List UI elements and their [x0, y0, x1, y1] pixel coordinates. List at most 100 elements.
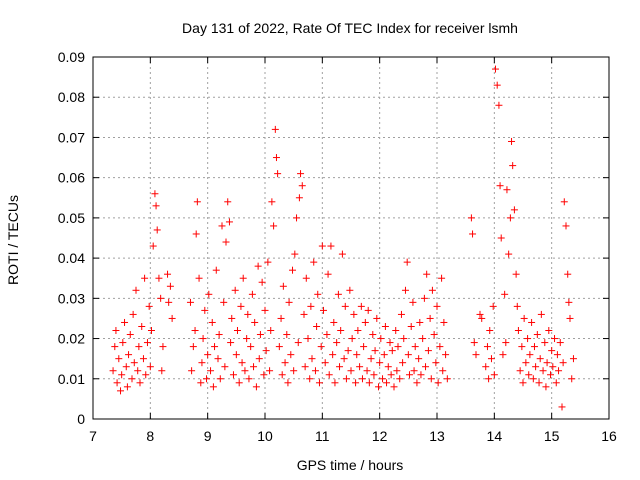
data-point: [340, 355, 348, 363]
data-point: [501, 290, 509, 298]
data-point: [491, 65, 499, 73]
data-point: [250, 363, 258, 371]
data-point: [377, 335, 385, 343]
data-point: [502, 339, 510, 347]
data-point: [168, 314, 176, 322]
data-point: [373, 314, 381, 322]
data-point: [350, 310, 358, 318]
data-point: [476, 310, 484, 318]
x-axis-label: GPS time / hours: [297, 457, 404, 473]
data-point: [327, 242, 335, 250]
data-point: [388, 347, 396, 355]
data-point: [193, 198, 201, 206]
data-point: [331, 379, 339, 387]
data-point: [375, 383, 383, 391]
data-point: [139, 355, 147, 363]
data-point: [271, 125, 279, 133]
data-point: [285, 298, 293, 306]
data-point: [526, 351, 534, 359]
data-point: [321, 359, 329, 367]
data-point: [203, 375, 211, 383]
data-point: [317, 343, 325, 351]
data-point: [252, 383, 260, 391]
data-point: [411, 343, 419, 351]
data-point: [205, 290, 213, 298]
data-point: [536, 355, 544, 363]
data-point: [548, 347, 556, 355]
data-point: [302, 274, 310, 282]
data-point: [353, 351, 361, 359]
data-point: [559, 359, 567, 367]
data-point: [342, 375, 350, 383]
data-point: [415, 355, 423, 363]
data-point: [436, 343, 444, 351]
data-point: [357, 302, 365, 310]
data-point: [284, 379, 292, 387]
data-point: [304, 335, 312, 343]
data-point: [400, 335, 408, 343]
data-point: [537, 310, 545, 318]
data-point: [152, 202, 160, 210]
data-point: [143, 339, 151, 347]
data-point: [155, 274, 163, 282]
data-point: [533, 331, 541, 339]
data-point: [560, 198, 568, 206]
data-point: [568, 375, 576, 383]
data-point: [207, 367, 215, 375]
data-point: [565, 298, 573, 306]
data-point: [267, 327, 275, 335]
data-point: [134, 367, 142, 375]
data-point: [198, 359, 206, 367]
data-point: [338, 250, 346, 258]
data-point: [266, 367, 274, 375]
data-point: [516, 367, 524, 375]
data-point: [361, 318, 369, 326]
data-point: [352, 379, 360, 387]
data-point: [478, 314, 486, 322]
data-point: [222, 238, 230, 246]
data-point: [417, 371, 425, 379]
data-point: [380, 351, 388, 359]
data-point: [216, 375, 224, 383]
data-point: [443, 375, 451, 383]
data-point: [233, 327, 241, 335]
x-tick-label: 16: [601, 428, 617, 444]
data-point: [528, 318, 536, 326]
data-point: [295, 194, 303, 202]
x-tick-label: 14: [487, 428, 503, 444]
data-point: [514, 327, 522, 335]
y-tick-label: 0.09: [58, 49, 85, 65]
data-point: [231, 286, 239, 294]
x-tick-label: 11: [315, 428, 330, 444]
data-point: [522, 359, 530, 367]
data-point: [467, 214, 475, 222]
data-point: [109, 367, 117, 375]
data-point: [308, 355, 316, 363]
data-point: [524, 335, 532, 343]
x-tick-label: 12: [372, 428, 388, 444]
data-point: [224, 198, 232, 206]
data-point: [153, 226, 161, 234]
data-point: [496, 182, 504, 190]
data-point: [394, 343, 402, 351]
data-point: [300, 310, 308, 318]
data-point: [341, 302, 349, 310]
data-point: [556, 339, 564, 347]
data-point: [256, 331, 264, 339]
data-point: [438, 274, 446, 282]
data-point: [245, 375, 253, 383]
data-point: [237, 302, 245, 310]
data-point: [235, 379, 243, 387]
data-point: [525, 371, 533, 379]
data-point: [442, 351, 450, 359]
data-point: [469, 230, 477, 238]
y-tick-label: 0.03: [58, 290, 85, 306]
data-point: [164, 270, 172, 278]
data-point: [319, 306, 327, 314]
data-point: [314, 290, 322, 298]
data-point: [363, 367, 371, 375]
data-point: [192, 230, 200, 238]
plot-frame: [92, 56, 610, 420]
data-point: [384, 363, 392, 371]
data-point: [334, 290, 342, 298]
